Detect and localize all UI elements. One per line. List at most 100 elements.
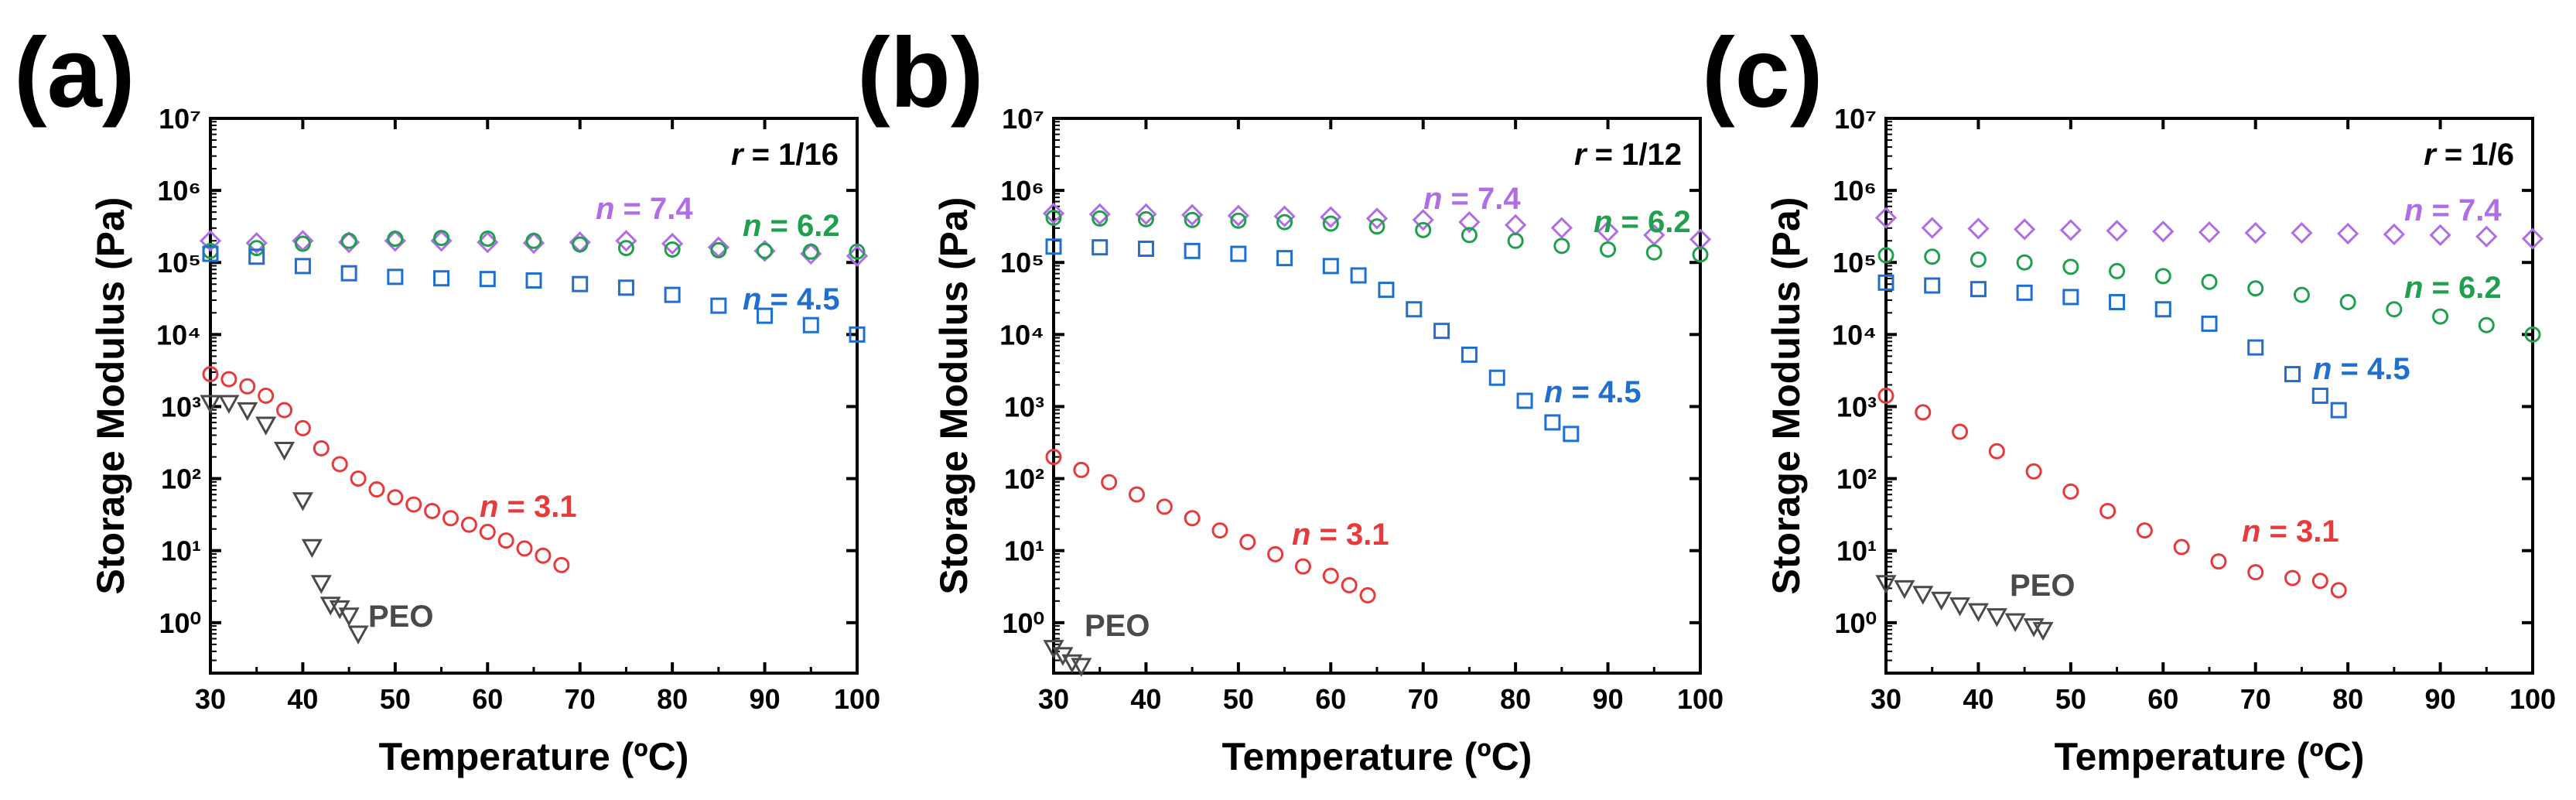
data-point: [2284, 569, 2301, 586]
ratio-label: r = 1/16: [731, 138, 839, 172]
series-label-symbol: n: [743, 282, 761, 316]
data-point: [617, 279, 634, 296]
series-label-symbol: n: [480, 490, 498, 524]
series-label-value: = 4.5: [2332, 352, 2410, 386]
data-point: [710, 241, 727, 258]
ratio-symbol: r: [2424, 138, 2438, 172]
data-point: [2247, 280, 2264, 297]
data-point: [2247, 339, 2264, 356]
data-point: [2247, 564, 2264, 581]
series-label: n = 4.5: [2313, 352, 2410, 386]
y-tick-label: 10³: [161, 391, 201, 422]
data-point: [2311, 388, 2328, 404]
data-point: [1137, 210, 1154, 227]
y-tick-label: 10¹: [1004, 535, 1044, 567]
series-label: PEO: [368, 600, 433, 634]
series-label: PEO: [1085, 609, 1150, 643]
data-point: [525, 232, 542, 249]
data-point: [2210, 553, 2227, 570]
data-point: [1322, 215, 1339, 232]
series-label-symbol: n: [1544, 375, 1563, 409]
data-point: [1563, 426, 1580, 443]
data-point: [1433, 323, 1450, 340]
series-label: n = 7.4: [2404, 193, 2502, 227]
series-n-7-4: [1874, 207, 2544, 250]
data-point: [1276, 250, 1293, 267]
data-point: [347, 625, 369, 644]
data-point: [1645, 244, 1662, 261]
ratio-label: r = 1/6: [2424, 138, 2514, 172]
data-point: [1912, 586, 1934, 605]
y-axis-title: Storage Modulus (Pa): [1765, 197, 1808, 595]
data-point: [2062, 483, 2079, 500]
data-point: [2432, 308, 2449, 325]
series-label-symbol: n: [743, 209, 761, 243]
x-tick-label: 90: [2425, 683, 2456, 715]
data-point: [202, 366, 219, 383]
data-point: [664, 241, 681, 258]
series-label: n = 3.1: [2242, 515, 2339, 549]
y-tick-label: 10⁷: [1834, 103, 1877, 135]
data-point: [1952, 423, 1969, 440]
data-point: [1184, 510, 1201, 527]
data-point: [1415, 221, 1432, 238]
series-peo: [1875, 575, 2054, 641]
y-tick-label: 10¹: [1836, 535, 1877, 567]
ratio-value: = 1/16: [743, 138, 839, 172]
data-point: [2201, 273, 2218, 290]
data-point: [2244, 221, 2267, 244]
x-tick-label: 40: [287, 683, 318, 715]
data-point: [1092, 239, 1109, 256]
data-point: [1350, 267, 1367, 284]
data-point: [1137, 241, 1154, 258]
series-label-symbol: n: [1594, 205, 1612, 239]
data-point: [1230, 245, 1247, 262]
y-axis-title: Storage Modulus (Pa): [932, 197, 975, 595]
data-point: [1553, 238, 1570, 255]
series-label: n = 6.2: [1594, 205, 1691, 239]
data-point: [757, 307, 774, 324]
y-tick-label: 10⁷: [1002, 103, 1044, 135]
x-tick-label: 80: [1500, 683, 1531, 715]
y-tick-label: 10⁰: [159, 607, 201, 639]
data-point: [661, 232, 684, 255]
y-tick-label: 10⁴: [999, 319, 1044, 350]
series-label-symbol: n: [1292, 518, 1310, 552]
data-point: [1184, 211, 1201, 228]
data-point: [2109, 262, 2126, 279]
series-label-value: = 4.5: [1563, 375, 1641, 409]
series-label-value: = 7.4: [2423, 193, 2502, 227]
data-point: [255, 416, 277, 436]
x-tick-label: 50: [380, 683, 411, 715]
data-point: [2099, 502, 2116, 519]
series-label: n = 4.5: [743, 282, 840, 316]
data-point: [294, 258, 311, 275]
data-point: [1359, 586, 1376, 603]
data-point: [2173, 538, 2190, 556]
data-point: [553, 556, 570, 573]
y-tick-label: 10²: [1836, 463, 1877, 495]
data-point: [199, 230, 222, 252]
y-tick-label: 10⁴: [156, 319, 201, 350]
x-tick-label: 60: [2147, 683, 2178, 715]
data-point: [1341, 576, 1358, 593]
data-point: [2014, 218, 2036, 241]
x-tick-label: 30: [1038, 683, 1069, 715]
data-point: [433, 230, 450, 247]
data-point: [310, 575, 332, 594]
data-point: [2521, 227, 2544, 250]
x-tick-label: 90: [750, 683, 781, 715]
data-point: [2152, 221, 2175, 243]
y-axis-title: Storage Modulus (Pa): [89, 197, 132, 595]
data-point: [2062, 289, 2079, 306]
data-point: [2293, 286, 2310, 303]
ratio-symbol: r: [731, 138, 745, 172]
data-point: [1135, 203, 1157, 225]
series-label-symbol: n: [1423, 182, 1442, 216]
data-point: [1931, 591, 1952, 611]
x-tick-label: 30: [1871, 683, 1901, 715]
data-point: [1507, 232, 1524, 249]
data-point: [1406, 301, 1423, 318]
series-label-symbol: n: [2404, 271, 2423, 305]
x-axis-title: Temperature (ºC): [2055, 735, 2365, 778]
